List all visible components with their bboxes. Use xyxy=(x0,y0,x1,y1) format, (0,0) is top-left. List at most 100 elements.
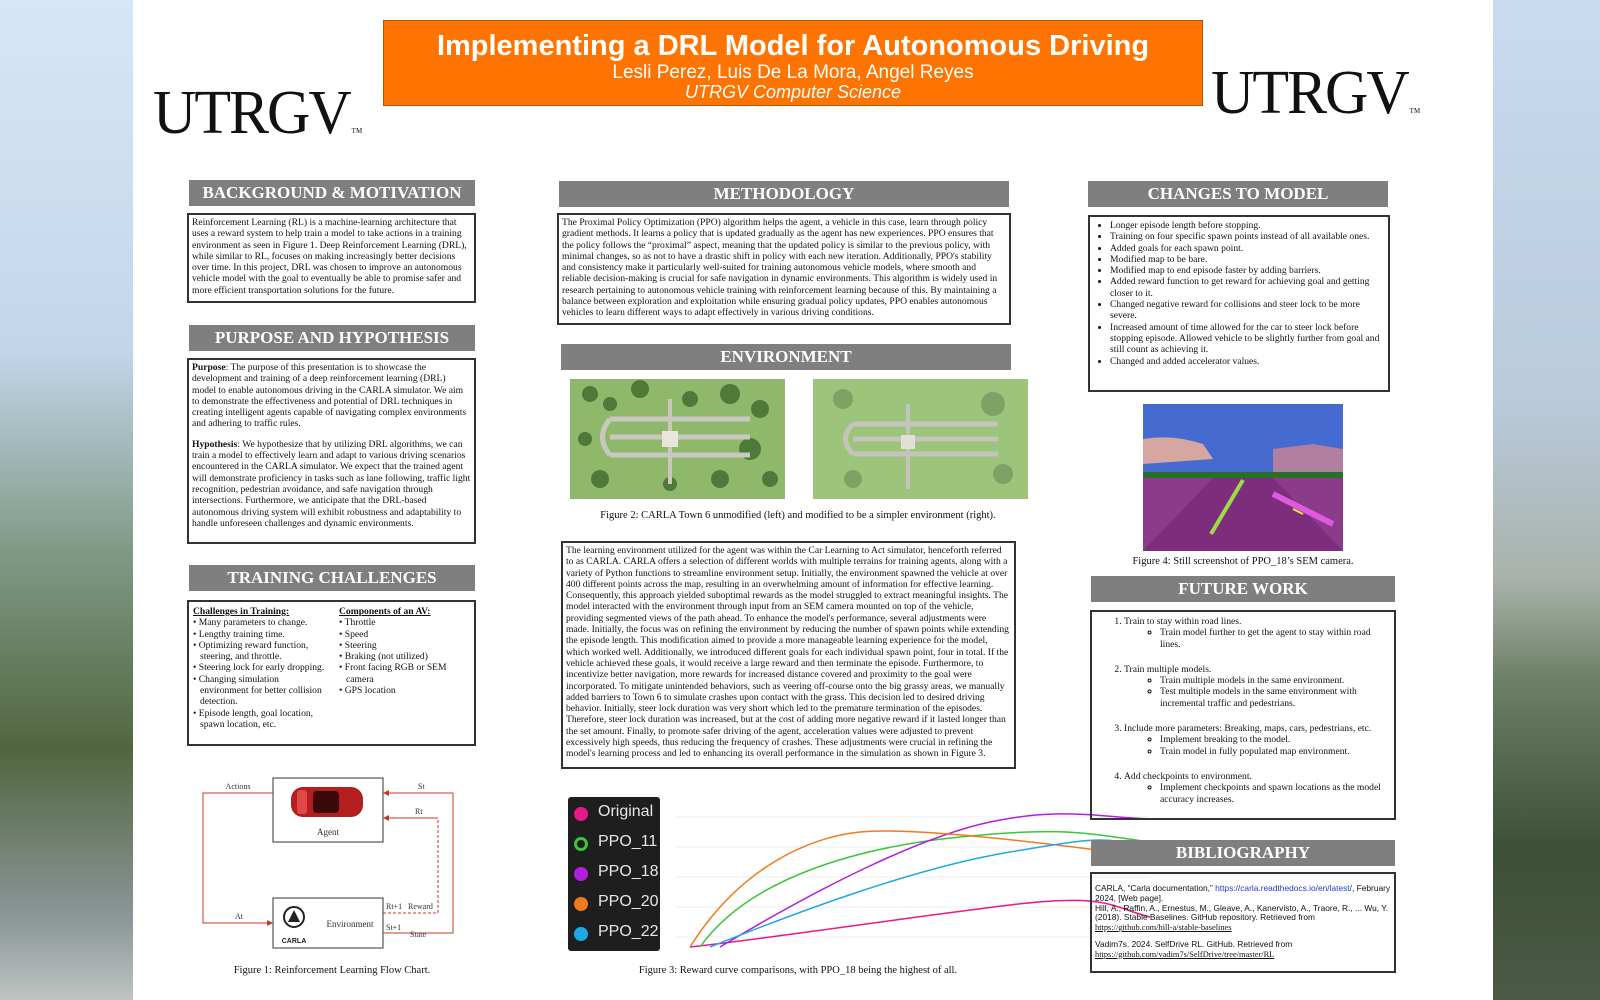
legend-label: Original xyxy=(598,803,654,820)
future-item: Train multiple models.Train multiple mod… xyxy=(1124,664,1390,709)
environment-heading: ENVIRONMENT xyxy=(561,344,1011,370)
change-item: Changed and added accelerator values. xyxy=(1110,356,1384,367)
logo-text: UTRGV xyxy=(153,77,352,147)
methodology-text: The Proximal Policy Optimization (PPO) a… xyxy=(562,217,998,319)
list-item: • Front facing RGB or SEM camera xyxy=(339,662,447,685)
list-item: • Steering lock for early dropping. xyxy=(193,662,325,674)
hypothesis-label: Hypothesis xyxy=(192,438,238,450)
logo-tm: TM xyxy=(1409,106,1421,116)
change-item: Training on four specific spawn points i… xyxy=(1110,231,1384,242)
legend-swatch xyxy=(574,927,588,941)
change-item: Modified map to end episode faster by ad… xyxy=(1110,265,1384,276)
logo-text: UTRGV xyxy=(1211,57,1410,127)
purpose-box: Purpose: The purpose of this presentatio… xyxy=(187,358,476,544)
agent-label: Agent xyxy=(317,827,339,837)
list-item: • Steering xyxy=(339,639,377,651)
list-item: • Throttle xyxy=(339,617,376,629)
change-item: Increased amount of time allowed for the… xyxy=(1110,322,1384,356)
purpose-paragraph: Purpose: The purpose of this presentatio… xyxy=(192,362,471,430)
figure4-caption: Figure 4: Still screenshot of PPO_18’s S… xyxy=(1132,556,1354,567)
reward-label: Reward xyxy=(408,902,433,911)
challenges-title: Challenges in Training: xyxy=(193,606,290,617)
future-subitem: Train model further to get the agent to … xyxy=(1160,627,1390,650)
hypothesis-paragraph: Hypothesis: We hypothesize that by utili… xyxy=(192,439,471,529)
utrgv-logo-right: UTRGV TM xyxy=(1211,56,1420,128)
department: UTRGV Computer Science xyxy=(684,82,902,102)
future-item-title: Train to stay within road lines. xyxy=(1124,616,1242,627)
methodology-heading: METHODOLOGY xyxy=(559,181,1009,207)
ref1-tail: , February 2024, [Web page]. xyxy=(1095,883,1391,903)
purpose-text: : The purpose of this presentation is to… xyxy=(192,362,467,430)
list-item: • GPS location xyxy=(339,685,396,697)
ref2-text: Hill, A., Raffin, A., Ernestus, M., Glea… xyxy=(1095,902,1389,923)
future-subitem: Implement checkpoints and spawn location… xyxy=(1160,782,1390,805)
utrgv-logo-left: UTRGV TM xyxy=(153,76,362,148)
legend-label: PPO_22 xyxy=(598,923,659,940)
bibliography-box: CARLA, “Carla documentation,” https://ca… xyxy=(1090,872,1396,973)
components-list: • Throttle • Speed • Steering • Braking (no… xyxy=(339,617,469,696)
list-item: • Speed xyxy=(339,628,369,640)
title-banner: Implementing a DRL Model for Autonomous … xyxy=(383,20,1203,106)
legend-swatch xyxy=(574,807,588,821)
hypothesis-text: : We hypothesize that by utilizing DRL a… xyxy=(192,438,471,529)
figure1-caption: Figure 1: Reinforcement Learning Flow Ch… xyxy=(233,965,431,976)
future-item: Train to stay within road lines.Train mo… xyxy=(1124,616,1390,650)
challenges-list: • Many parameters to change. • Lengthy tr… xyxy=(193,617,329,730)
ref3: Vadim7s. 2024. SelfDrive RL. GitHub. Ret… xyxy=(1095,938,1391,960)
challenges-column: Challenges in Training: • Many parameter… xyxy=(193,606,329,730)
future-item-title: Include more parameters: Breaking, maps,… xyxy=(1124,723,1372,735)
poster: Implementing a DRL Model for Autonomous … xyxy=(133,0,1493,1000)
background-photo-left xyxy=(0,0,133,1000)
list-item: • Changing simulation environment for be… xyxy=(193,673,322,708)
actions-label: Actions xyxy=(226,782,251,791)
legend-swatch xyxy=(574,867,588,881)
poster-title: Implementing a DRL Model for Autonomous … xyxy=(436,30,1150,62)
list-item: • Episode length, goal location, spawn l… xyxy=(193,707,314,730)
ref1: CARLA, “Carla documentation,” https://ca… xyxy=(1095,883,1391,904)
changes-list: Longer episode length before stopping.Tr… xyxy=(1094,220,1384,367)
list-item: • Lengthy training time. xyxy=(193,628,285,640)
list-item: • Many parameters to change. xyxy=(193,617,308,629)
carla-logo-icon: CARLA xyxy=(282,906,306,945)
future-list: Train to stay within road lines.Train mo… xyxy=(1096,616,1390,805)
car-icon xyxy=(291,787,363,817)
legend-label: PPO_20 xyxy=(598,893,659,910)
future-subitem: Train multiple models in the same enviro… xyxy=(1160,675,1390,686)
selfdrive-link[interactable]: https://github.com/vadim7s/SelfDrive/tre… xyxy=(1095,949,1275,959)
carla-docs-link[interactable]: https://carla.readthedocs.io/en/latest/ xyxy=(1215,883,1352,893)
legend-label: PPO_18 xyxy=(598,863,659,880)
background-photo-right xyxy=(1493,0,1600,1000)
reward-curve-chart xyxy=(660,797,1160,952)
future-subitem: Train model in fully populated map envir… xyxy=(1160,746,1390,757)
methodology-box: The Proximal Policy Optimization (PPO) a… xyxy=(557,213,1011,325)
future-box: Train to stay within road lines.Train mo… xyxy=(1090,610,1396,820)
environment-box: The learning environment utilized for th… xyxy=(561,541,1016,769)
series-line xyxy=(689,899,1151,948)
changes-heading: CHANGES TO MODEL xyxy=(1088,181,1388,207)
ref1-text: CARLA, “Carla documentation,” xyxy=(1095,883,1216,893)
authors: Lesli Perez, Luis De La Mora, Angel Reye… xyxy=(612,62,974,83)
background-text: Reinforcement Learning (RL) is a machine… xyxy=(192,217,467,296)
changes-box: Longer episode length before stopping.Tr… xyxy=(1088,215,1390,392)
figure3-caption: Figure 3: Reward curve comparisons, with… xyxy=(638,965,958,976)
st-label: St xyxy=(418,782,425,791)
change-item: Added reward function to get reward for … xyxy=(1110,276,1384,299)
future-item-title: Train multiple models. xyxy=(1124,663,1212,675)
change-item: Added goals for each spawn point. xyxy=(1110,243,1384,254)
legend-swatch xyxy=(574,837,588,851)
environment-text: The learning environment utilized for th… xyxy=(566,545,1009,760)
at-label: At xyxy=(235,912,244,921)
stable-baselines-link[interactable]: https://github.com/hill-a/stable-baselin… xyxy=(1095,923,1232,933)
ref3-text: Vadim7s. 2024. SelfDrive RL. GitHub. Ret… xyxy=(1095,938,1293,949)
components-column: Components of an AV: • Throttle • Speed • … xyxy=(339,606,469,696)
future-item: Include more parameters: Breaking, maps,… xyxy=(1124,723,1390,757)
change-item: Longer episode length before stopping. xyxy=(1110,220,1384,231)
st1-label: St+1 xyxy=(386,923,401,932)
logo-tm: TM xyxy=(351,126,363,136)
ref2: Hill, A., Raffin, A., Ernestus, M., Glea… xyxy=(1095,902,1391,933)
future-item: Add checkpoints to environment.Implement… xyxy=(1124,771,1390,805)
purpose-label: Purpose xyxy=(192,362,226,373)
reward-curves xyxy=(689,813,1151,948)
figure2-caption: Figure 2: CARLA Town 6 unmodified (left)… xyxy=(600,510,996,521)
change-item: Changed negative reward for collisions a… xyxy=(1110,299,1384,322)
